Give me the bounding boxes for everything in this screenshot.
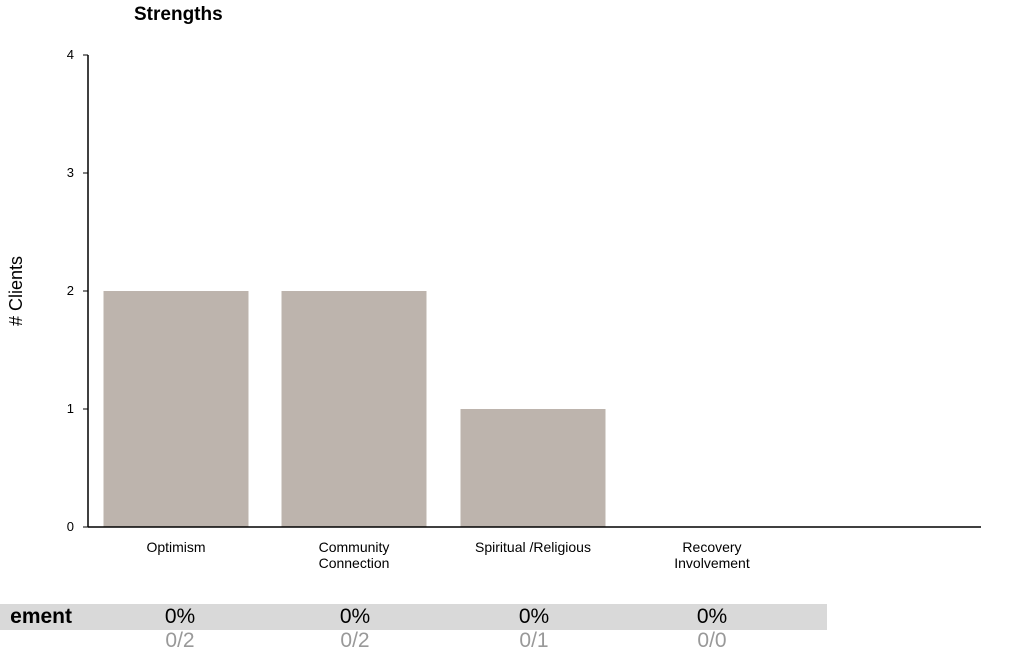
x-tick-label-2-0: Spiritual /Religious: [475, 539, 591, 555]
percent-cell-spiritual-religious: 0%: [518, 605, 550, 628]
y-tick-label-2: 2: [67, 283, 74, 298]
summary-fraction-row: 0/2 0/2 0/1 0/0: [0, 630, 827, 656]
percent-cell-optimism: 0%: [164, 605, 196, 628]
bar-1: [281, 291, 427, 527]
x-tick-label-3-1: Involvement: [674, 555, 750, 571]
fraction-cell-community-connection: 0/2: [340, 629, 370, 652]
y-tick-label-4: 4: [67, 47, 74, 62]
bar-0: [103, 291, 249, 527]
summary-percent-row: ement 0% 0% 0% 0%: [0, 604, 827, 630]
fraction-cell-recovery-involvement: 0/0: [697, 629, 727, 652]
summary-row-label: ement: [10, 605, 72, 628]
fraction-cell-spiritual-religious: 0/1: [519, 629, 549, 652]
y-axis-label: # Clients: [6, 256, 26, 326]
y-tick-label-3: 3: [67, 165, 74, 180]
x-tick-label-1-1: Connection: [319, 555, 390, 571]
x-tick-label-0-0: Optimism: [146, 539, 205, 555]
summary-table: ement 0% 0% 0% 0% 0/2 0/2 0/1 0/0: [0, 604, 827, 656]
y-tick-label-1: 1: [67, 401, 74, 416]
percent-cell-community-connection: 0%: [339, 605, 371, 628]
bar-2: [460, 409, 606, 527]
percent-cell-recovery-involvement: 0%: [696, 605, 728, 628]
chart-title: Strengths: [134, 4, 223, 25]
fraction-cell-optimism: 0/2: [165, 629, 195, 652]
x-tick-label-1-0: Community: [319, 539, 390, 555]
x-tick-label-3-0: Recovery: [682, 539, 741, 555]
bar-chart: Strengths # Clients 0 1 2 3 4 Optimism Community…: [6, 4, 981, 571]
y-tick-label-0: 0: [67, 519, 74, 534]
